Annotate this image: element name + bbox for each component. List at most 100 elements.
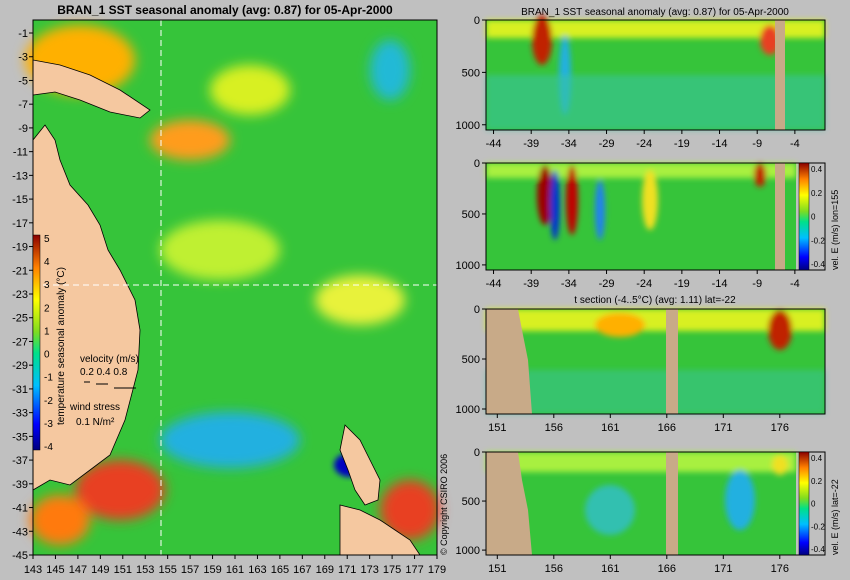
section-colorbar-tick-label: 0: [811, 500, 816, 509]
map-x-tick-label: 161: [226, 564, 244, 576]
map-y-tick-label: -45: [12, 550, 28, 562]
map-colorbar-tick-label: -4: [44, 442, 53, 453]
wind-legend-title: wind stress: [69, 402, 120, 413]
section-x-tick-label: 151: [488, 422, 506, 434]
section-y-tick-label: 500: [462, 209, 480, 221]
section-x-tick-label: 166: [658, 422, 676, 434]
wind-legend-scale: 0.1 N/m²: [76, 417, 115, 428]
map-x-tick-label: 157: [181, 564, 199, 576]
wind-legend: wind stress 0.1 N/m²: [69, 402, 120, 428]
map-title: BRAN_1 SST seasonal anomaly (avg: 0.87) …: [57, 3, 393, 17]
map-x-axis: 143 145 147 149 151 153 155 157 159 161 163 165 167 1…: [24, 555, 446, 576]
map-y-tick-label: -41: [12, 503, 28, 515]
map-y-tick-label: -19: [12, 242, 28, 254]
map-y-tick-label: -39: [12, 479, 28, 491]
section4-land-west: [486, 452, 532, 555]
map-y-tick-label: -29: [12, 360, 28, 372]
map-x-tick-label: 145: [46, 564, 64, 576]
section-x-tick-label: 166: [658, 563, 676, 575]
map-y-tick-label: -21: [12, 265, 28, 277]
map-colorbar-tick-label: 5: [44, 234, 50, 245]
section4-axes: 151 156 161 166 171 176 0 500 1000: [456, 447, 789, 575]
section-y-tick-label: 1000: [456, 404, 480, 416]
section-x-tick-label: -19: [674, 278, 690, 290]
section2-land: [775, 163, 785, 270]
map-plot-area: [25, 19, 440, 556]
section4-frame: [485, 451, 826, 556]
section-x-tick-label: -19: [674, 138, 690, 150]
section1-frame: [485, 19, 826, 131]
section-x-tick-label: 176: [771, 422, 789, 434]
section3-surface: [486, 309, 825, 331]
section-x-tick-label: -14: [712, 278, 728, 290]
section-x-tick-label: -39: [523, 278, 539, 290]
map-colorbar-tick-label: 2: [44, 303, 50, 314]
section2-field: [486, 163, 796, 270]
section1-deep-mix: [486, 75, 825, 130]
section-colorbar-tick-label: 0.4: [811, 454, 823, 463]
section2-surface: [486, 163, 796, 178]
section-y-tick-label: 0: [474, 304, 480, 316]
section-colorbar-tick-label: 0: [811, 213, 816, 222]
map-y-tick-label: -15: [12, 194, 28, 206]
section-x-tick-label: -44: [486, 278, 502, 290]
map-x-tick-label: 173: [360, 564, 378, 576]
map-y-tick-label: -13: [12, 170, 28, 182]
section-x-tick-label: -9: [752, 278, 762, 290]
section4-surface: [486, 452, 796, 472]
section2-colorbar-ramp: [798, 162, 810, 271]
section-x-tick-label: 156: [545, 422, 563, 434]
map-y-tick-label: -9: [18, 123, 28, 135]
section-y-tick-label: 0: [474, 447, 480, 459]
section1-panel: [485, 15, 826, 131]
section2-frame: [485, 162, 826, 271]
map-anomaly-patches: [25, 25, 440, 545]
section-x-tick-label: -34: [561, 278, 577, 290]
section2-yellow-band: [642, 170, 658, 230]
section-x-tick-label: 171: [714, 422, 732, 434]
section3-land-west: [486, 309, 532, 414]
section3-patches: [486, 309, 825, 414]
section-y-tick-label: 1000: [456, 120, 480, 132]
section3-panel: [485, 308, 826, 415]
section-colorbar-tick-label: 0.2: [811, 477, 823, 486]
map-x-tick-label: 155: [158, 564, 176, 576]
section1-warm-core: [532, 15, 552, 65]
anomaly-warm-tasman: [75, 460, 165, 520]
section-y-tick-label: 500: [462, 354, 480, 366]
section-x-tick-label: -44: [486, 138, 502, 150]
section-colorbar-tick-label: -0.4: [811, 545, 825, 554]
map-x-tick-label: 151: [114, 564, 132, 576]
section3-frame: [485, 308, 826, 415]
section1-axes: -44 -39 -34 -29 -24 -19 -14 -9 -4 0 500 1000: [456, 15, 800, 150]
section-x-tick-label: -14: [712, 138, 728, 150]
map-y-tick-label: -25: [12, 313, 28, 325]
section2-colorbar-label: vel. E (m/s) lon=155: [830, 190, 840, 270]
section3-deep: [486, 370, 825, 414]
map-x-tick-label: 177: [405, 564, 423, 576]
map-y-tick-label: -27: [12, 336, 28, 348]
section-y-tick-label: 1000: [456, 545, 480, 557]
section-x-tick-label: 151: [488, 563, 506, 575]
map-y-tick-label: -33: [12, 408, 28, 420]
map-x-tick-label: 175: [383, 564, 401, 576]
section4-colorbar-ramp: [798, 451, 810, 556]
section-x-tick-label: 176: [771, 563, 789, 575]
section3-warm-core: [768, 310, 792, 350]
section-x-tick-label: -4: [790, 278, 800, 290]
section4-colorbar-ticks: 0.4 0.2 0 -0.2 -0.4: [811, 454, 825, 554]
map-x-tick-label: 167: [293, 564, 311, 576]
section-colorbar-tick-label: -0.2: [811, 236, 825, 245]
section4-yellow-east: [772, 455, 788, 475]
map-colorbar-label: temperature seasonal anomaly (°C): [56, 267, 67, 425]
map-colorbar-tick-label: 3: [44, 280, 50, 291]
section4-colorbar: 0.4 0.2 0 -0.2 -0.4 vel. E (m/s) lat=-22: [798, 451, 840, 556]
copyright-notice: © Copyright CSIRO 2006: [439, 454, 449, 555]
map-colorbar-tick-label: -1: [44, 373, 53, 384]
section3-land-mid: [666, 309, 678, 414]
section-y-tick-label: 0: [474, 15, 480, 27]
map-x-tick-label: 147: [69, 564, 87, 576]
map-y-tick-label: -1: [18, 28, 28, 40]
map-colorbar-tick-label: -2: [44, 396, 53, 407]
anomaly-yellow-east: [315, 275, 405, 325]
